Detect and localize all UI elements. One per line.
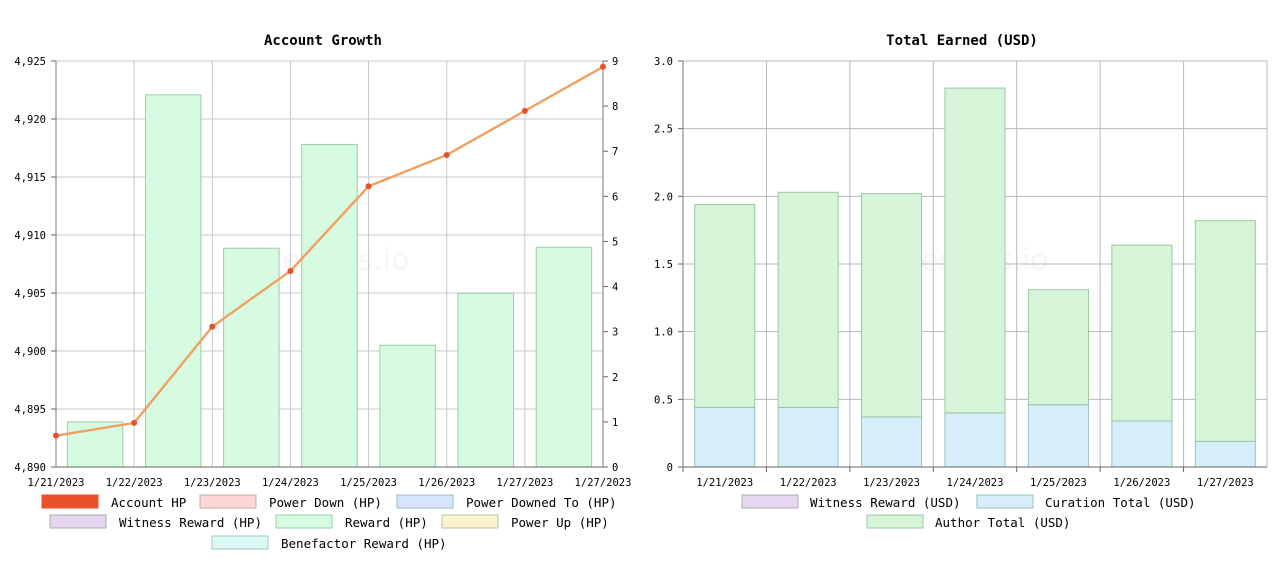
stacked-bar-segment bbox=[777, 406, 839, 468]
stacked-bar-segment bbox=[1111, 420, 1173, 468]
right-y-tick-label: 9 bbox=[612, 56, 618, 68]
y-tick-label: 3.0 bbox=[654, 56, 673, 68]
legend-label: Witness Reward (HP) bbox=[119, 515, 262, 530]
x-tick-label: 1/27/2023 bbox=[1197, 477, 1254, 489]
reward-hp-bar bbox=[535, 246, 593, 468]
stacked-bar-segment bbox=[694, 406, 756, 468]
stacked-bar-segment bbox=[944, 87, 1006, 414]
stacked-bar-segment bbox=[1111, 244, 1173, 422]
x-tick-label: 1/27/2023 bbox=[496, 477, 553, 489]
account-growth-title: Account Growth bbox=[264, 33, 382, 49]
reward-hp-bar bbox=[457, 292, 515, 468]
stacked-bar-segment bbox=[1027, 289, 1089, 406]
account-growth-chart: Account Growth hivestats.io 4,8904,8954,… bbox=[14, 33, 631, 551]
account-hp-point bbox=[287, 267, 294, 274]
stacked-bar-segment bbox=[861, 416, 923, 468]
stacked-bar-segment bbox=[1027, 404, 1089, 468]
right-y-tick-label: 4 bbox=[612, 282, 618, 294]
account-hp-point bbox=[53, 432, 59, 439]
legend-label: Author Total (USD) bbox=[935, 515, 1070, 530]
x-tick-label: 1/23/2023 bbox=[184, 477, 241, 489]
reward-hp-bar bbox=[223, 247, 280, 468]
left-y-tick-label: 4,910 bbox=[14, 230, 46, 242]
left-y-tick-label: 4,895 bbox=[14, 404, 46, 416]
legend-swatch bbox=[741, 494, 799, 509]
legend-label: Account HP bbox=[111, 495, 186, 510]
account-hp-point bbox=[521, 107, 528, 114]
stacked-bar-segment bbox=[861, 193, 923, 418]
account-hp-point bbox=[209, 323, 216, 330]
x-tick-label: 1/25/2023 bbox=[340, 477, 397, 489]
left-y-tick-label: 4,905 bbox=[14, 288, 46, 300]
stacked-bar-segment bbox=[1194, 440, 1256, 468]
right-y-tick-label: 7 bbox=[612, 146, 618, 158]
legend-swatch bbox=[976, 494, 1034, 509]
legend-label: Benefactor Reward (HP) bbox=[281, 536, 447, 551]
x-tick-label: 1/23/2023 bbox=[863, 477, 920, 489]
left-y-tick-label: 4,915 bbox=[14, 172, 46, 184]
legend-label: Witness Reward (USD) bbox=[810, 495, 961, 510]
right-y-tick-label: 2 bbox=[612, 372, 618, 384]
account-hp-line bbox=[55, 65, 604, 437]
legend-label: Power Down (HP) bbox=[269, 495, 382, 510]
legend-swatch bbox=[211, 535, 269, 550]
legend-swatch bbox=[41, 494, 99, 509]
x-tick-label: 1/24/2023 bbox=[947, 477, 1004, 489]
account-hp-point bbox=[131, 419, 138, 426]
legend-label: Reward (HP) bbox=[345, 515, 428, 530]
legend-label: Power Downed To (HP) bbox=[466, 495, 617, 510]
total-earned-chart: Total Earned (USD) hivestats.io 00.51.01… bbox=[654, 33, 1268, 530]
x-tick-label: 1/24/2023 bbox=[262, 477, 319, 489]
legend-swatch bbox=[275, 514, 333, 529]
total-earned-title: Total Earned (USD) bbox=[886, 33, 1038, 49]
stacked-bar-segment bbox=[1194, 220, 1256, 442]
x-tick-label: 1/27/2023 bbox=[575, 477, 632, 489]
right-y-tick-label: 8 bbox=[612, 101, 618, 113]
legend-label: Power Up (HP) bbox=[511, 515, 609, 530]
y-tick-label: 2.0 bbox=[654, 191, 673, 203]
x-tick-label: 1/22/2023 bbox=[106, 477, 163, 489]
left-y-tick-label: 4,920 bbox=[14, 114, 46, 126]
x-tick-label: 1/26/2023 bbox=[1113, 477, 1170, 489]
y-tick-label: 1.5 bbox=[654, 259, 673, 271]
stacked-bar-segment bbox=[694, 203, 756, 408]
x-tick-label: 1/22/2023 bbox=[780, 477, 837, 489]
legend-swatch bbox=[866, 514, 924, 529]
reward-hp-bar bbox=[301, 143, 358, 468]
account-hp-point bbox=[365, 183, 372, 190]
right-y-tick-label: 6 bbox=[612, 191, 618, 203]
left-y-tick-label: 4,925 bbox=[14, 56, 46, 68]
reward-hp-bar bbox=[379, 344, 436, 468]
right-y-tick-label: 5 bbox=[612, 236, 618, 248]
x-tick-label: 1/21/2023 bbox=[696, 477, 753, 489]
legend-label: Curation Total (USD) bbox=[1045, 495, 1196, 510]
x-tick-label: 1/26/2023 bbox=[418, 477, 475, 489]
legend-swatch bbox=[441, 514, 499, 529]
y-tick-label: 1.0 bbox=[654, 327, 673, 339]
y-tick-label: 2.5 bbox=[654, 124, 673, 136]
y-tick-label: 0.5 bbox=[654, 394, 673, 406]
stacked-bar-segment bbox=[777, 191, 839, 408]
legend-swatch bbox=[49, 514, 107, 529]
legend-swatch bbox=[396, 494, 454, 509]
legend-swatch bbox=[199, 494, 257, 509]
x-tick-label: 1/25/2023 bbox=[1030, 477, 1087, 489]
y-tick-label: 0 bbox=[667, 462, 673, 474]
right-y-tick-label: 0 bbox=[612, 462, 618, 474]
account-hp-point bbox=[443, 151, 450, 158]
right-y-tick-label: 1 bbox=[612, 417, 618, 429]
reward-hp-bar bbox=[144, 94, 202, 468]
stacked-bar-segment bbox=[944, 412, 1006, 468]
account-hp-point bbox=[600, 63, 606, 70]
x-tick-label: 1/21/2023 bbox=[28, 477, 85, 489]
left-y-tick-label: 4,890 bbox=[14, 462, 46, 474]
right-y-tick-label: 3 bbox=[612, 327, 618, 339]
left-y-tick-label: 4,900 bbox=[14, 346, 46, 358]
